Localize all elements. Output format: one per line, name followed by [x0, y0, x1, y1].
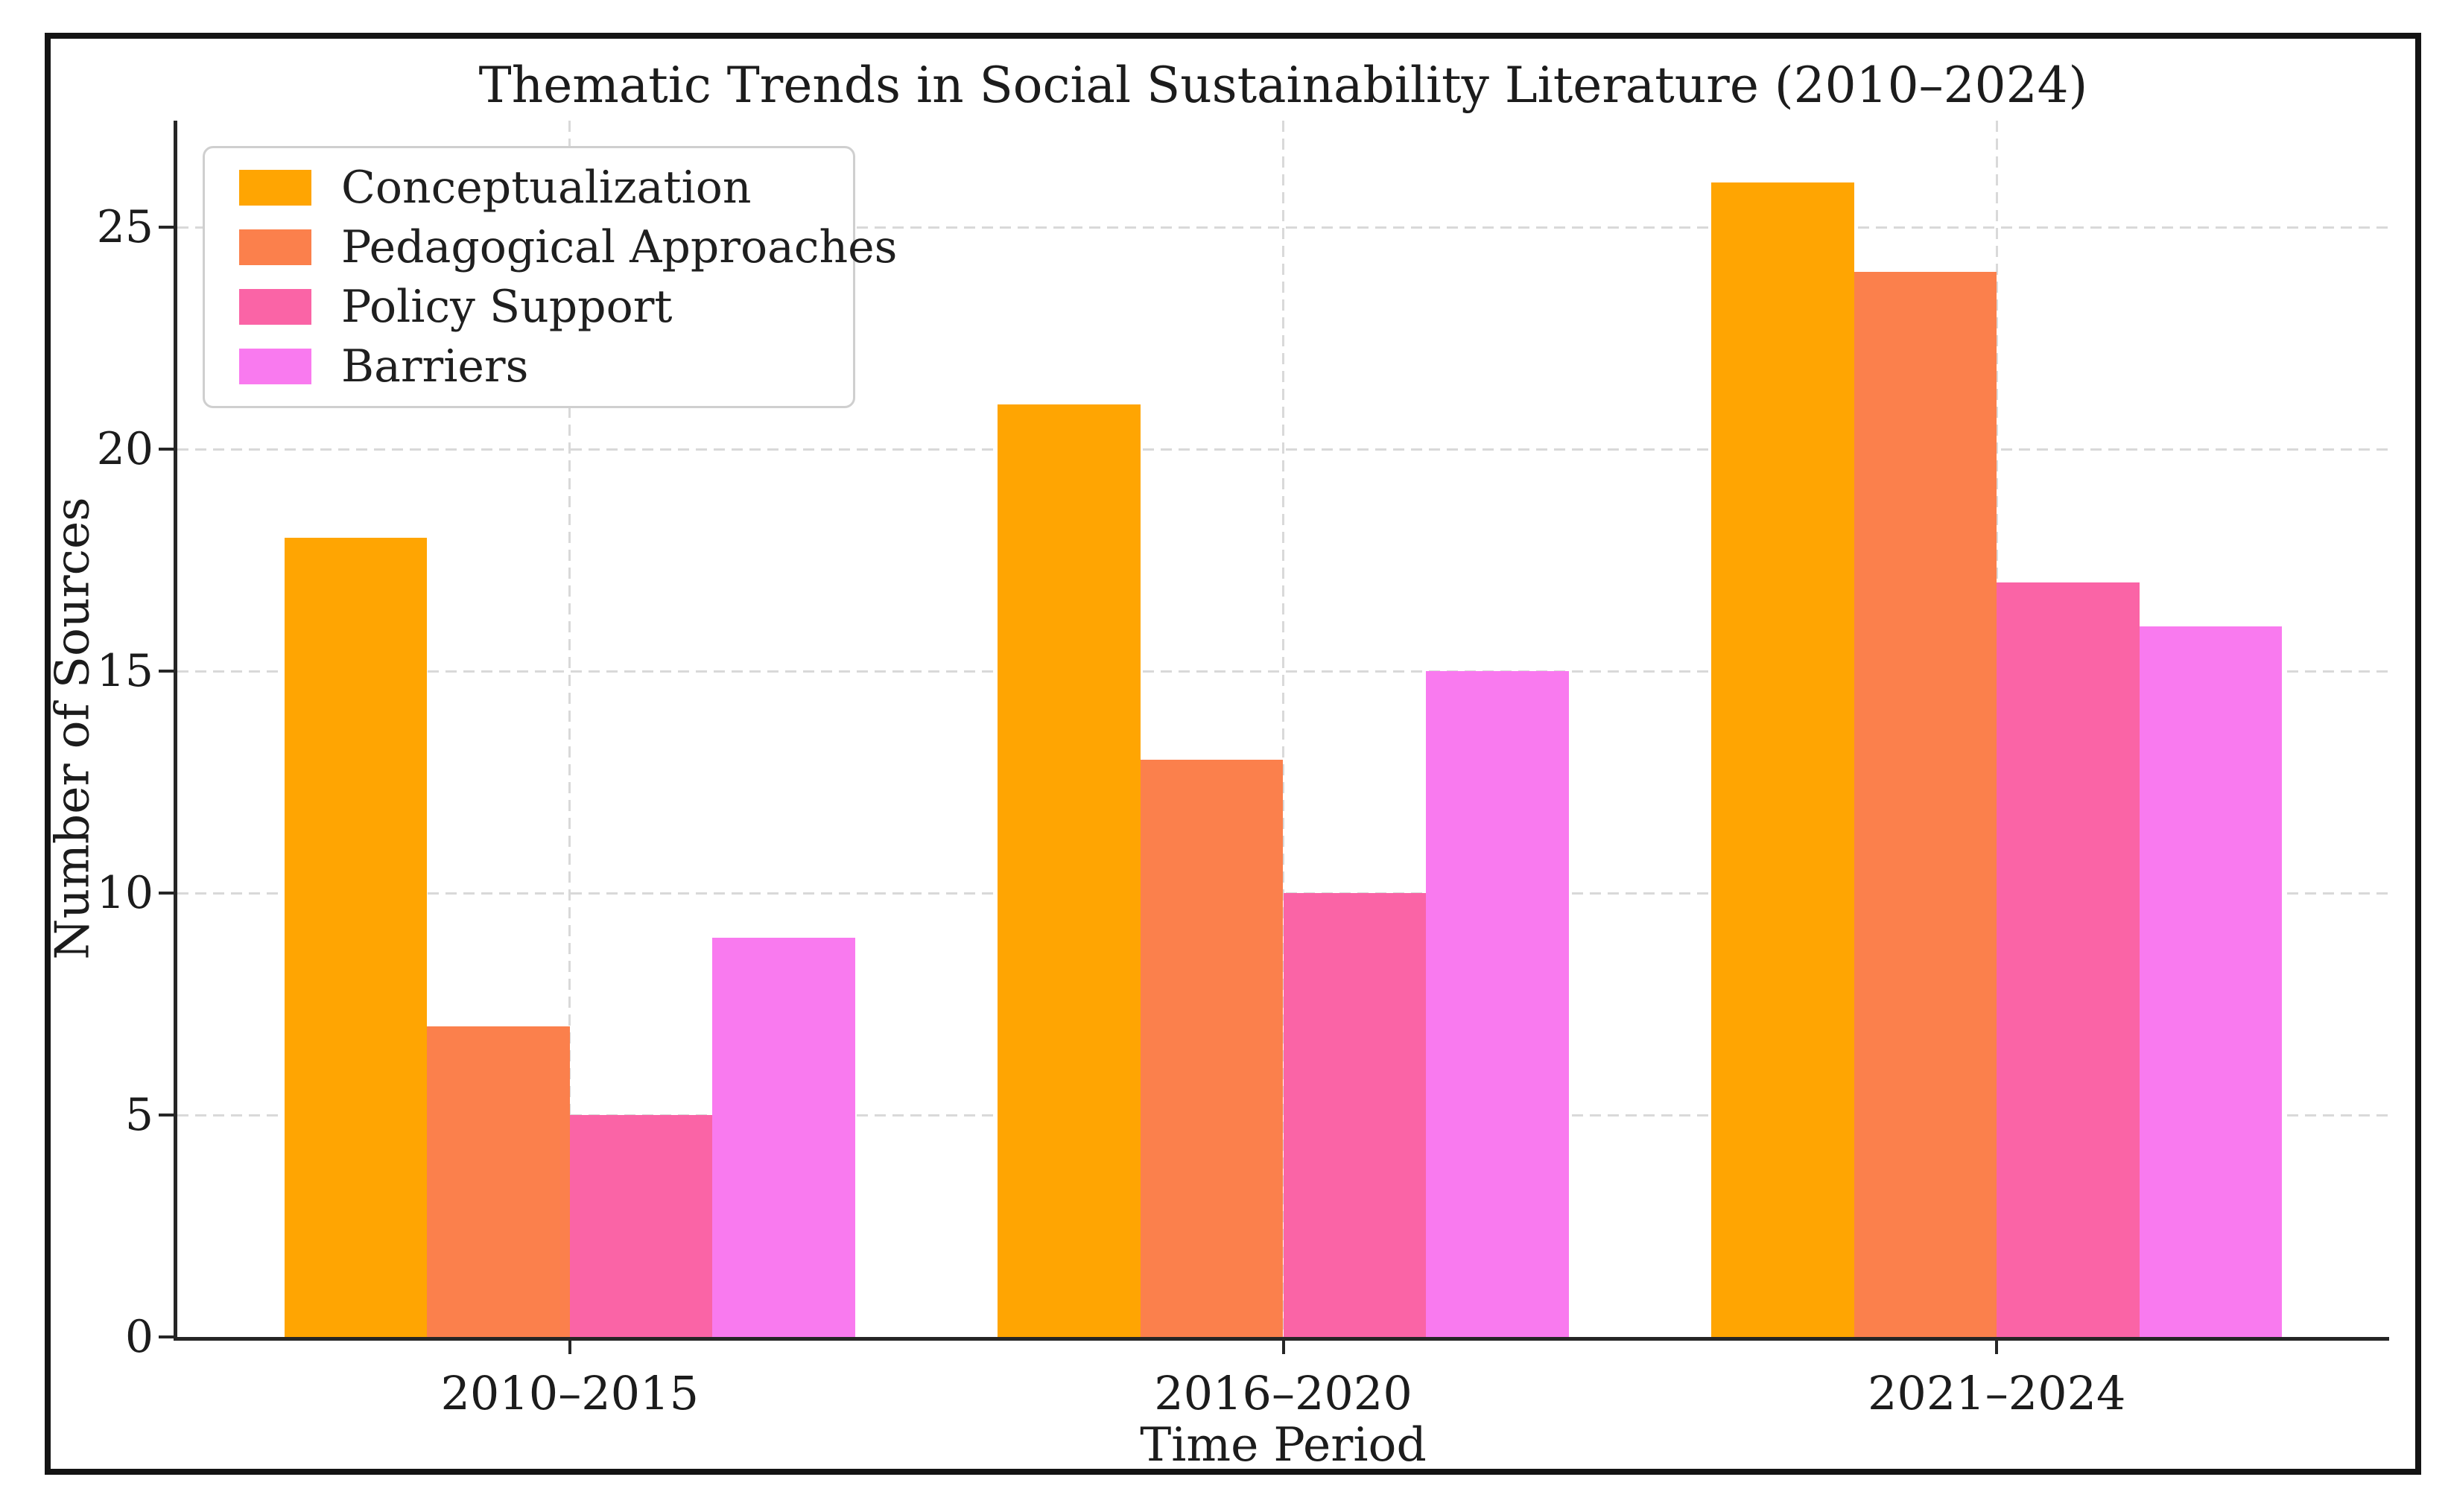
x-tick-label: 2016–2020 [1154, 1366, 1412, 1420]
x-tick-label: 2010–2015 [440, 1366, 700, 1420]
y-tick-label: 25 [96, 201, 153, 254]
legend-swatch-icon [239, 349, 311, 384]
bar-pedagogical-approaches-2010–2015 [427, 1026, 570, 1337]
legend: Conceptualization Pedagogical Approaches P… [203, 146, 897, 408]
legend-swatch-icon [239, 229, 311, 265]
bar-policy-support-2021–2024 [1997, 582, 2140, 1337]
legend-label: Policy Support [341, 281, 673, 333]
y-tick-label: 20 [96, 423, 153, 476]
bar-conceptualization-2010–2015 [284, 538, 428, 1337]
x-axis-tick [568, 1341, 571, 1354]
legend-item: Conceptualization [239, 162, 853, 214]
bar-barriers-2016–2020 [1426, 671, 1569, 1337]
x-axis-tick [1281, 1341, 1285, 1354]
y-tick-label: 10 [96, 867, 153, 919]
x-tick-label: 2021–2024 [1867, 1366, 2126, 1420]
bar-policy-support-2016–2020 [1283, 893, 1427, 1337]
x-axis-label: Time Period [1140, 1417, 1427, 1472]
legend-item: Policy Support [239, 281, 853, 333]
chart-title: Thematic Trends in Social Sustainability… [478, 57, 2088, 114]
y-axis-tick [159, 670, 174, 673]
y-tick-label: 15 [96, 645, 153, 698]
legend-label: Conceptualization [341, 162, 752, 214]
y-tick-label: 5 [124, 1089, 153, 1141]
gridline-vertical [568, 121, 571, 1337]
legend-item: Barriers [239, 340, 853, 393]
bar-conceptualization-2021–2024 [1711, 182, 1854, 1337]
y-axis-tick [159, 892, 174, 895]
bar-barriers-2021–2024 [2139, 626, 2283, 1337]
y-axis-spine [174, 121, 177, 1341]
legend-item: Pedagogical Approaches [239, 221, 897, 273]
bar-conceptualization-2016–2020 [998, 404, 1141, 1337]
legend-swatch-icon [239, 289, 311, 325]
legend-label: Pedagogical Approaches [341, 221, 898, 273]
bar-pedagogical-approaches-2021–2024 [1854, 271, 1997, 1337]
bar-barriers-2010–2015 [712, 937, 855, 1337]
y-axis-tick [159, 1335, 174, 1338]
gridline-vertical [1282, 121, 1284, 1337]
bar-policy-support-2010–2015 [569, 1115, 713, 1337]
y-axis-tick [159, 226, 174, 229]
bar-pedagogical-approaches-2016–2020 [1140, 760, 1284, 1337]
y-axis-tick [159, 448, 174, 451]
legend-swatch-icon [239, 170, 311, 206]
x-axis-tick [1995, 1341, 1999, 1354]
legend-label: Barriers [341, 340, 529, 393]
y-tick-label: 0 [124, 1311, 153, 1363]
x-axis-spine [174, 1337, 2389, 1341]
y-axis-tick [159, 1114, 174, 1116]
